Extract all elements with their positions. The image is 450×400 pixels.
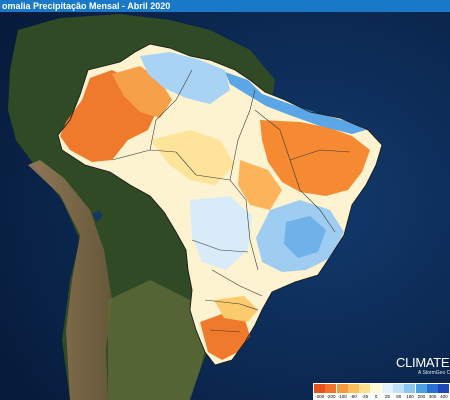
legend-swatch [325,384,337,393]
legend-swatch [381,384,393,393]
precipitation-legend: -300 -200 -100 -60 -25 0 25 60 100 200 300 400 [313,383,450,400]
anomaly-orange-northeast-light [238,160,282,210]
southern-cone [108,280,210,400]
brazil-anomaly-field [58,44,382,365]
legend-label: -100 [337,394,347,399]
anomaly-yellow-central [150,130,235,185]
legend-label: 25 [384,394,390,399]
anomaly-lightblue-center [190,196,252,270]
legend-label: -60 [350,394,357,399]
legend-swatch [359,384,371,393]
lake-titicaca [92,210,103,222]
legend-swatches [314,384,450,393]
legend-swatch [426,384,438,393]
legend-label: 60 [396,394,402,399]
legend-label: 300 [428,394,437,399]
map-title: omalia Precipitação Mensal - Abril 2020 [0,0,450,12]
legend-label: 0 [374,394,378,399]
legend-label: -300 [315,394,325,399]
legend-swatch [438,384,450,393]
anomaly-orange-south [200,314,250,360]
brand-logo: CLIMATEMP A StormGeo Com [396,356,450,380]
legend-label: 200 [417,394,426,399]
legend-swatch [415,384,427,393]
state-borders [111,69,351,333]
brazil-outline [57,43,383,366]
legend-swatch [336,384,348,393]
legend-label: -200 [326,394,336,399]
legend-swatch [347,384,359,393]
anomaly-orange-northeast [260,120,370,196]
anomaly-blue-north-light [140,52,230,104]
legend-swatch [393,384,405,393]
legend-label: -25 [361,394,369,399]
legend-label: 400 [440,394,448,399]
anomaly-blue-north [225,72,366,134]
brand-tagline: A StormGeo Com [418,370,450,376]
legend-labels: -300 -200 -100 -60 -25 0 25 60 100 200 300 400 [314,393,450,400]
brand-name: CLIMATEMP [396,356,450,370]
anomaly-blue-southeast-dark [284,216,326,258]
andes-region [28,160,112,400]
legend-swatch [314,384,325,393]
legend-label: 100 [406,394,414,399]
legend-swatch [404,384,416,393]
legend-swatch [370,384,382,393]
